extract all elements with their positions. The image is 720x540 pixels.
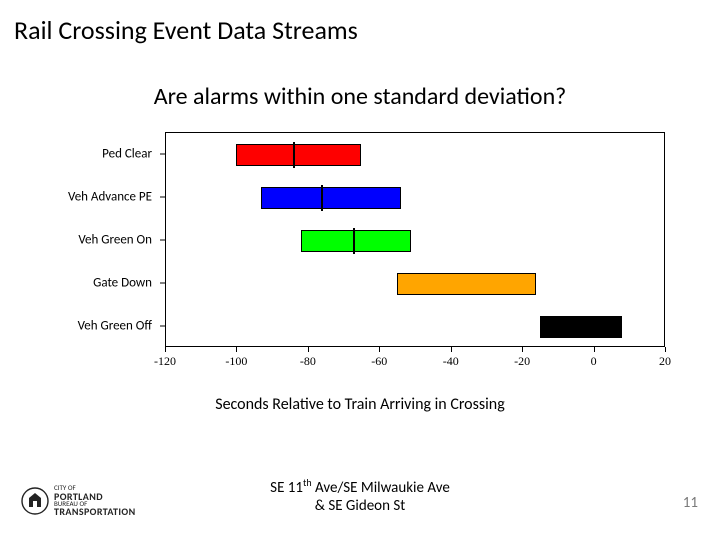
y-axis-label: Veh Green On [78,232,152,247]
y-axis-labels: Ped Clear Veh Advance PE Veh Green On Gate … [40,132,158,347]
x-axis-label: -80 [300,354,316,369]
plot-region [165,132,665,347]
logo-text: CITY OF PORTLAND BUREAU OF TRANSPORTATIO… [54,485,136,516]
x-tick [451,347,452,352]
x-tick [165,347,166,352]
x-axis-label: -20 [514,354,530,369]
x-tick [236,347,237,352]
range-box [301,230,412,252]
page-number: 11 [683,494,698,512]
y-axis-label: Veh Green Off [78,318,152,333]
city-seal-icon [20,486,50,516]
chart-title: Are alarms within one standard deviation… [0,82,720,111]
y-axis-label: Ped Clear [102,146,152,161]
x-axis-label: -40 [443,354,459,369]
x-tick [594,347,595,352]
logo-dept: TRANSPORTATION [54,505,136,518]
y-axis-label: Veh Advance PE [68,189,152,204]
median-line [321,185,323,211]
range-box [397,273,536,295]
location-line1b: Ave/SE Milwaukie Ave [312,479,450,497]
x-tick [522,347,523,352]
x-axis-label: -100 [225,354,247,369]
median-line [353,228,355,254]
x-axis-label: -120 [154,354,176,369]
range-box [261,187,400,209]
chart-area: Ped Clear Veh Advance PE Veh Green On Gate … [40,132,680,382]
x-axis-title: Seconds Relative to Train Arriving in Cr… [0,395,720,414]
page-title: Rail Crossing Event Data Streams [14,14,358,46]
x-tick [379,347,380,352]
x-axis-label: 20 [659,354,671,369]
median-line [293,142,295,168]
x-axis-label: 0 [591,354,597,369]
location-super: th [303,476,312,489]
range-box [236,144,361,166]
location-line1a: SE 11 [270,479,303,497]
location-line2: & SE Gideon St [315,497,406,515]
x-axis-label: -60 [371,354,387,369]
range-box [540,316,622,338]
x-tick [308,347,309,352]
logo: CITY OF PORTLAND BUREAU OF TRANSPORTATIO… [20,482,130,520]
y-axis-label: Gate Down [93,275,152,290]
x-tick [665,347,666,352]
